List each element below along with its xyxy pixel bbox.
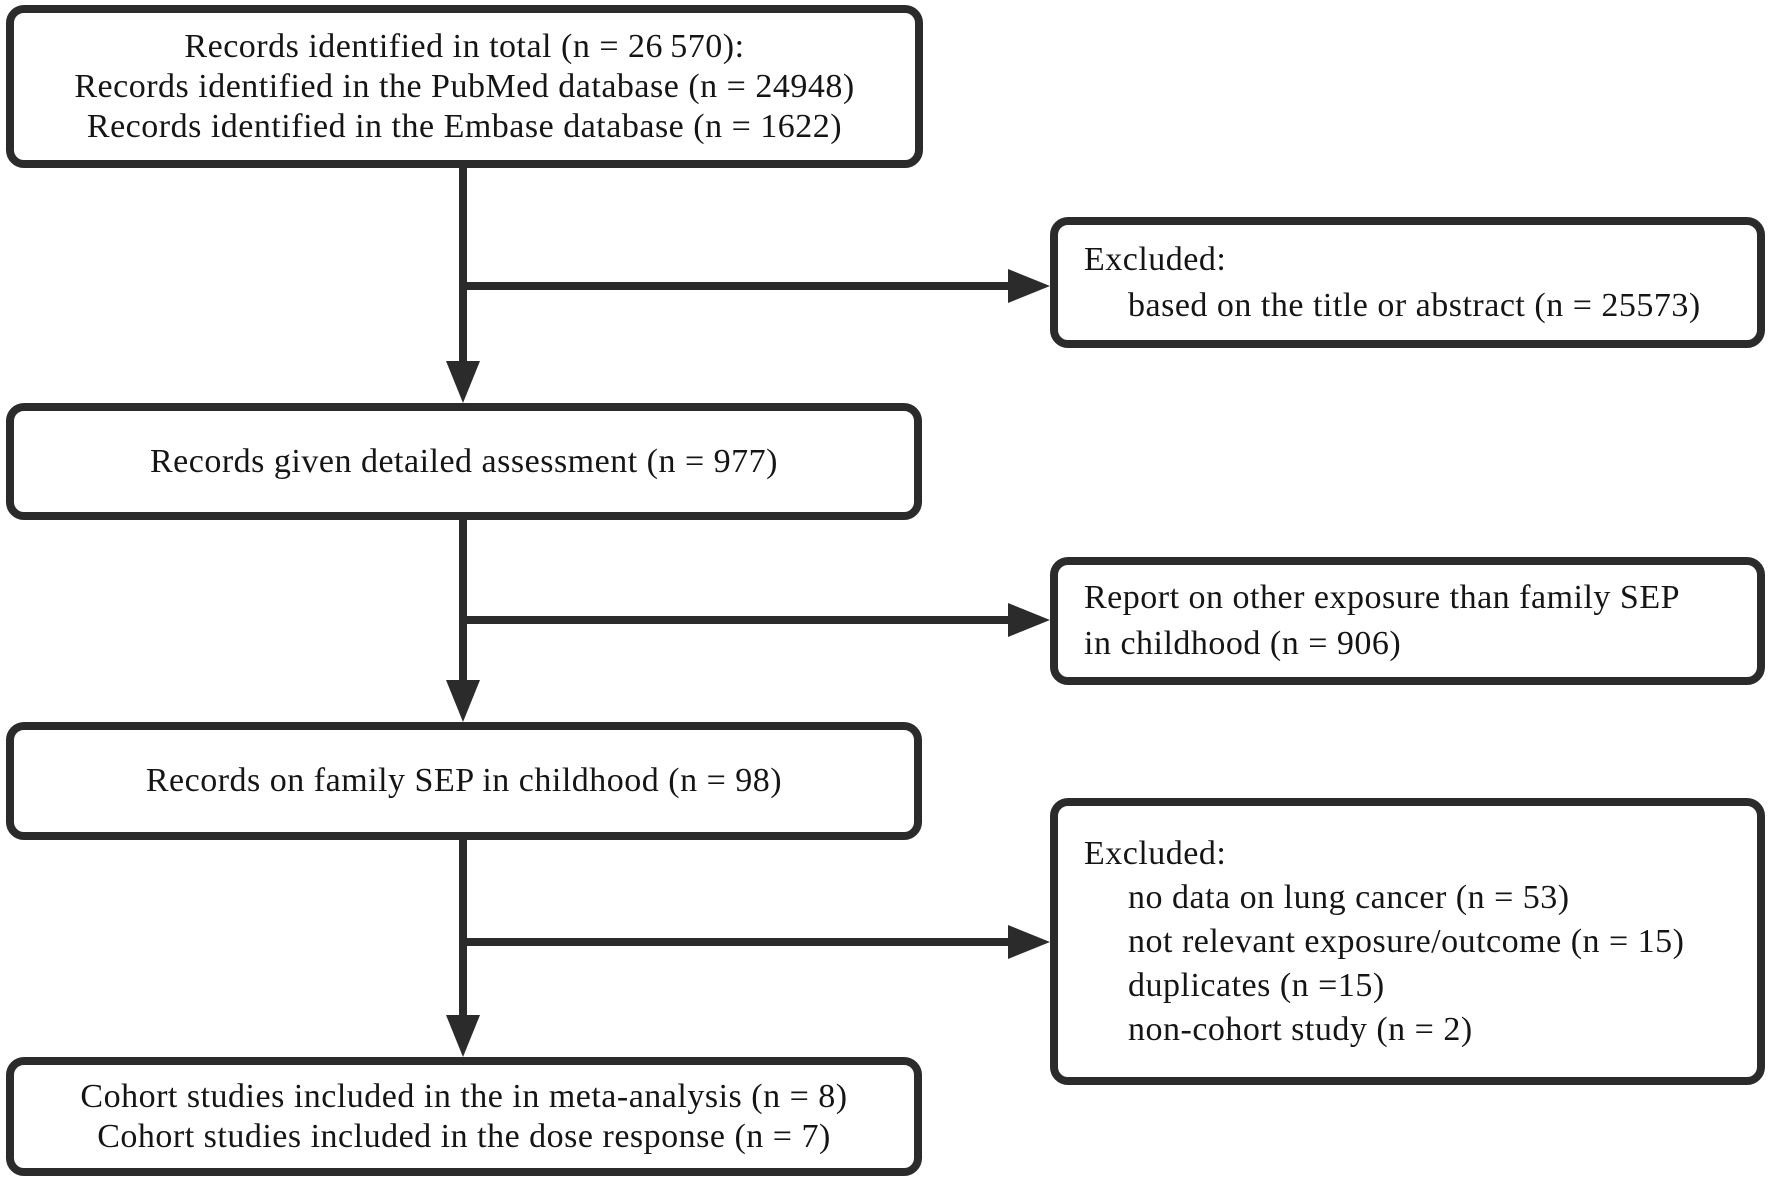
other-exposure-line1: Report on other exposure than family SEP [1084, 579, 1681, 616]
connector-family-sep-to-included [459, 838, 467, 1018]
box-included-studies: Cohort studies included in the in meta-a… [6, 1057, 922, 1176]
box-family-sep: Records on family SEP in childhood (n = … [6, 722, 922, 840]
excluded-not-relevant: not relevant exposure/outcome (n = 15) [1128, 922, 1685, 960]
records-identified-pubmed: Records identified in the PubMed databas… [74, 67, 855, 105]
detailed-assessment-text: Records given detailed assessment (n = 9… [150, 442, 778, 480]
connector-branch-other-exposure [463, 616, 1010, 624]
arrowhead-down-icon [446, 361, 480, 403]
excluded-duplicates: duplicates (n =15) [1128, 966, 1385, 1004]
arrowhead-right-icon [1008, 925, 1050, 959]
arrowhead-right-icon [1008, 269, 1050, 303]
excluded-detailed-header: Excluded: [1084, 834, 1227, 872]
connector-branch-excluded-detailed [463, 938, 1010, 946]
connector-identified-to-assessment [459, 166, 467, 368]
excluded-no-lung-cancer-data: no data on lung cancer (n = 53) [1128, 878, 1570, 916]
box-records-identified: Records identified in total (n = 26 570)… [6, 5, 923, 168]
arrowhead-down-icon [446, 1015, 480, 1057]
box-excluded-title-abstract: Excluded: based on the title or abstract… [1050, 217, 1765, 348]
box-excluded-detailed: Excluded: no data on lung cancer (n = 53… [1050, 798, 1765, 1085]
records-identified-embase: Records identified in the Embase databas… [86, 107, 843, 145]
connector-assessment-to-family-sep [459, 518, 467, 684]
records-identified-total: Records identified in total (n = 26 570)… [184, 27, 745, 65]
connector-branch-excluded-title-abstract [463, 282, 1010, 290]
box-detailed-assessment: Records given detailed assessment (n = 9… [6, 403, 922, 520]
excluded-non-cohort: non-cohort study (n = 2) [1128, 1010, 1473, 1048]
box-other-exposure: Report on other exposure than family SEP… [1050, 557, 1765, 685]
excluded-title-abstract-reason: based on the title or abstract (n = 2557… [1128, 286, 1701, 324]
arrowhead-right-icon [1008, 603, 1050, 637]
other-exposure-line2: in childhood (n = 906) [1084, 625, 1402, 662]
included-meta-analysis: Cohort studies included in the in meta-a… [80, 1077, 848, 1115]
included-dose-response: Cohort studies included in the dose resp… [97, 1117, 831, 1155]
excluded-title-abstract-header: Excluded: [1084, 240, 1227, 278]
arrowhead-down-icon [446, 680, 480, 722]
family-sep-text: Records on family SEP in childhood (n = … [145, 762, 783, 799]
